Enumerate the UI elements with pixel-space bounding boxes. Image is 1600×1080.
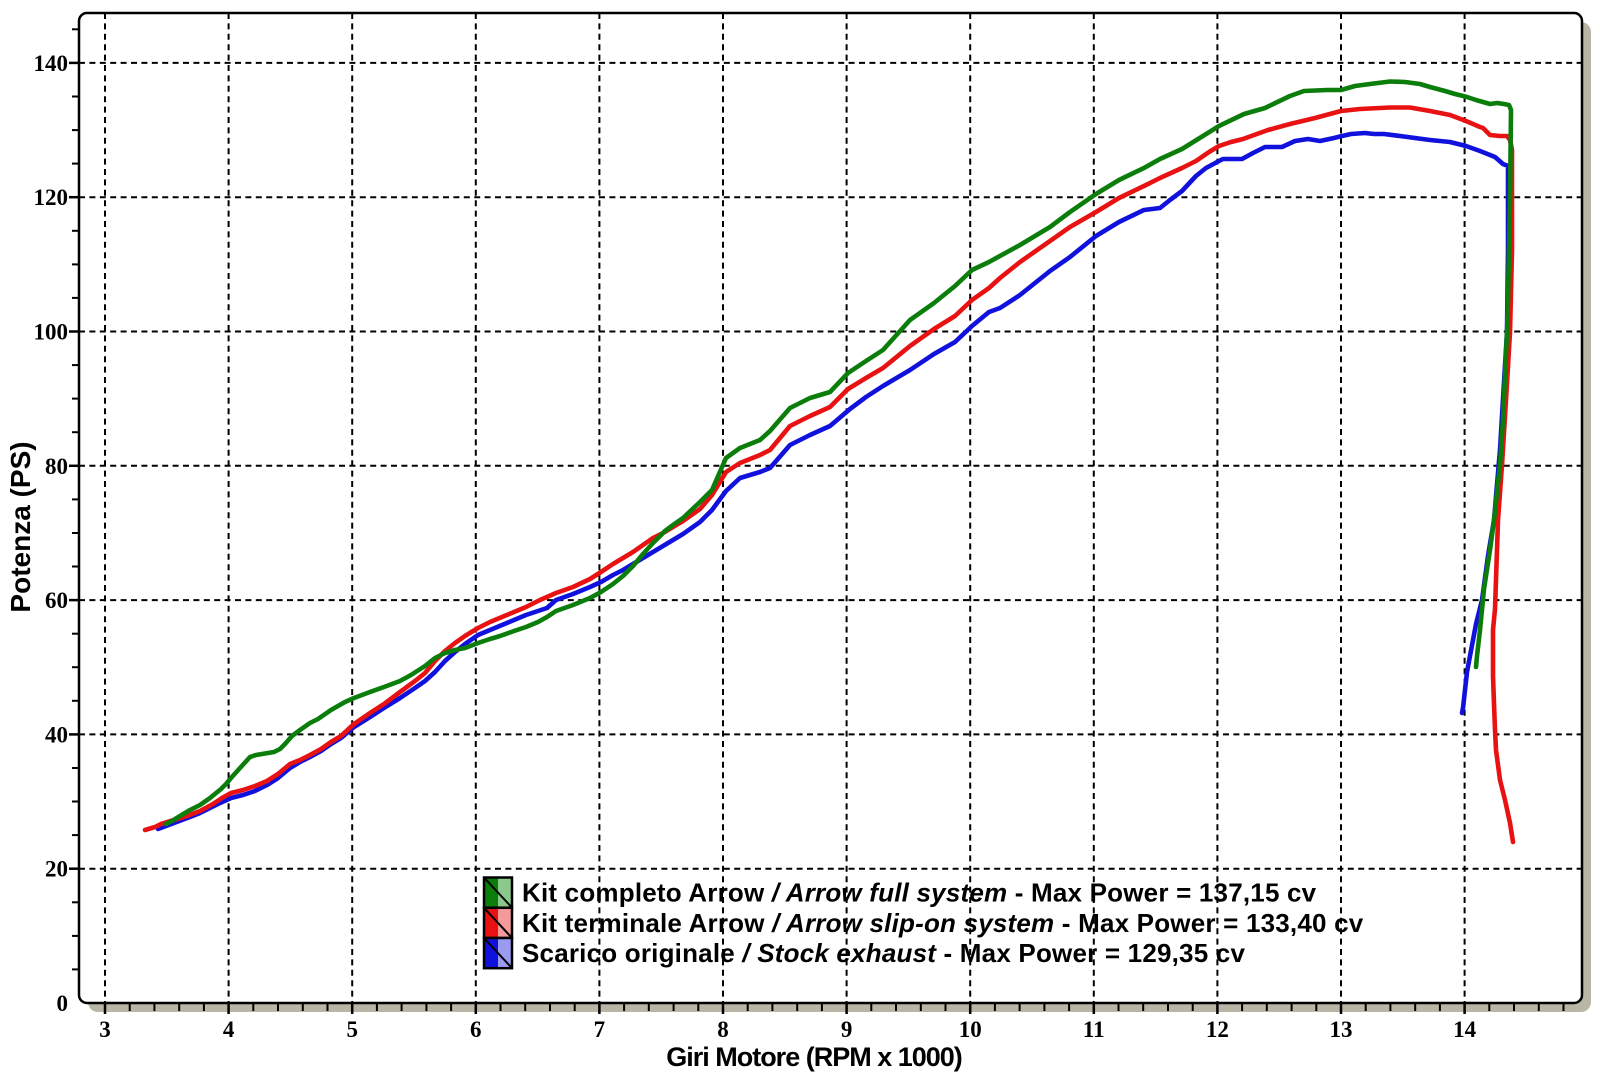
svg-text:7: 7	[594, 1017, 606, 1042]
svg-text:13: 13	[1330, 1017, 1353, 1042]
svg-text:Potenza (PS): Potenza (PS)	[5, 441, 36, 612]
svg-text:140: 140	[34, 51, 69, 76]
svg-text:5: 5	[346, 1017, 358, 1042]
svg-text:8: 8	[717, 1017, 729, 1042]
svg-text:6: 6	[470, 1017, 482, 1042]
svg-text:9: 9	[841, 1017, 853, 1042]
svg-text:80: 80	[45, 454, 68, 479]
svg-text:40: 40	[45, 722, 68, 747]
svg-text:100: 100	[34, 320, 69, 345]
svg-text:12: 12	[1206, 1017, 1229, 1042]
svg-text:10: 10	[959, 1017, 982, 1042]
svg-text:Giri Motore (RPM x 1000): Giri Motore (RPM x 1000)	[666, 1042, 962, 1072]
svg-text:4: 4	[223, 1017, 235, 1042]
svg-text:60: 60	[45, 588, 68, 613]
svg-text:Kit completo Arrow / Arrow ful: Kit completo Arrow / Arrow full system -…	[522, 878, 1317, 908]
svg-text:11: 11	[1083, 1017, 1105, 1042]
svg-text:Kit terminale Arrow / Arrow sl: Kit terminale Arrow / Arrow slip-on syst…	[522, 908, 1364, 938]
svg-text:20: 20	[45, 857, 68, 882]
svg-text:0: 0	[57, 991, 69, 1016]
svg-text:Scarico originale / Stock exha: Scarico originale / Stock exhaust - Max …	[522, 938, 1245, 968]
svg-text:120: 120	[34, 185, 69, 210]
svg-text:3: 3	[99, 1017, 111, 1042]
svg-text:14: 14	[1453, 1017, 1477, 1042]
